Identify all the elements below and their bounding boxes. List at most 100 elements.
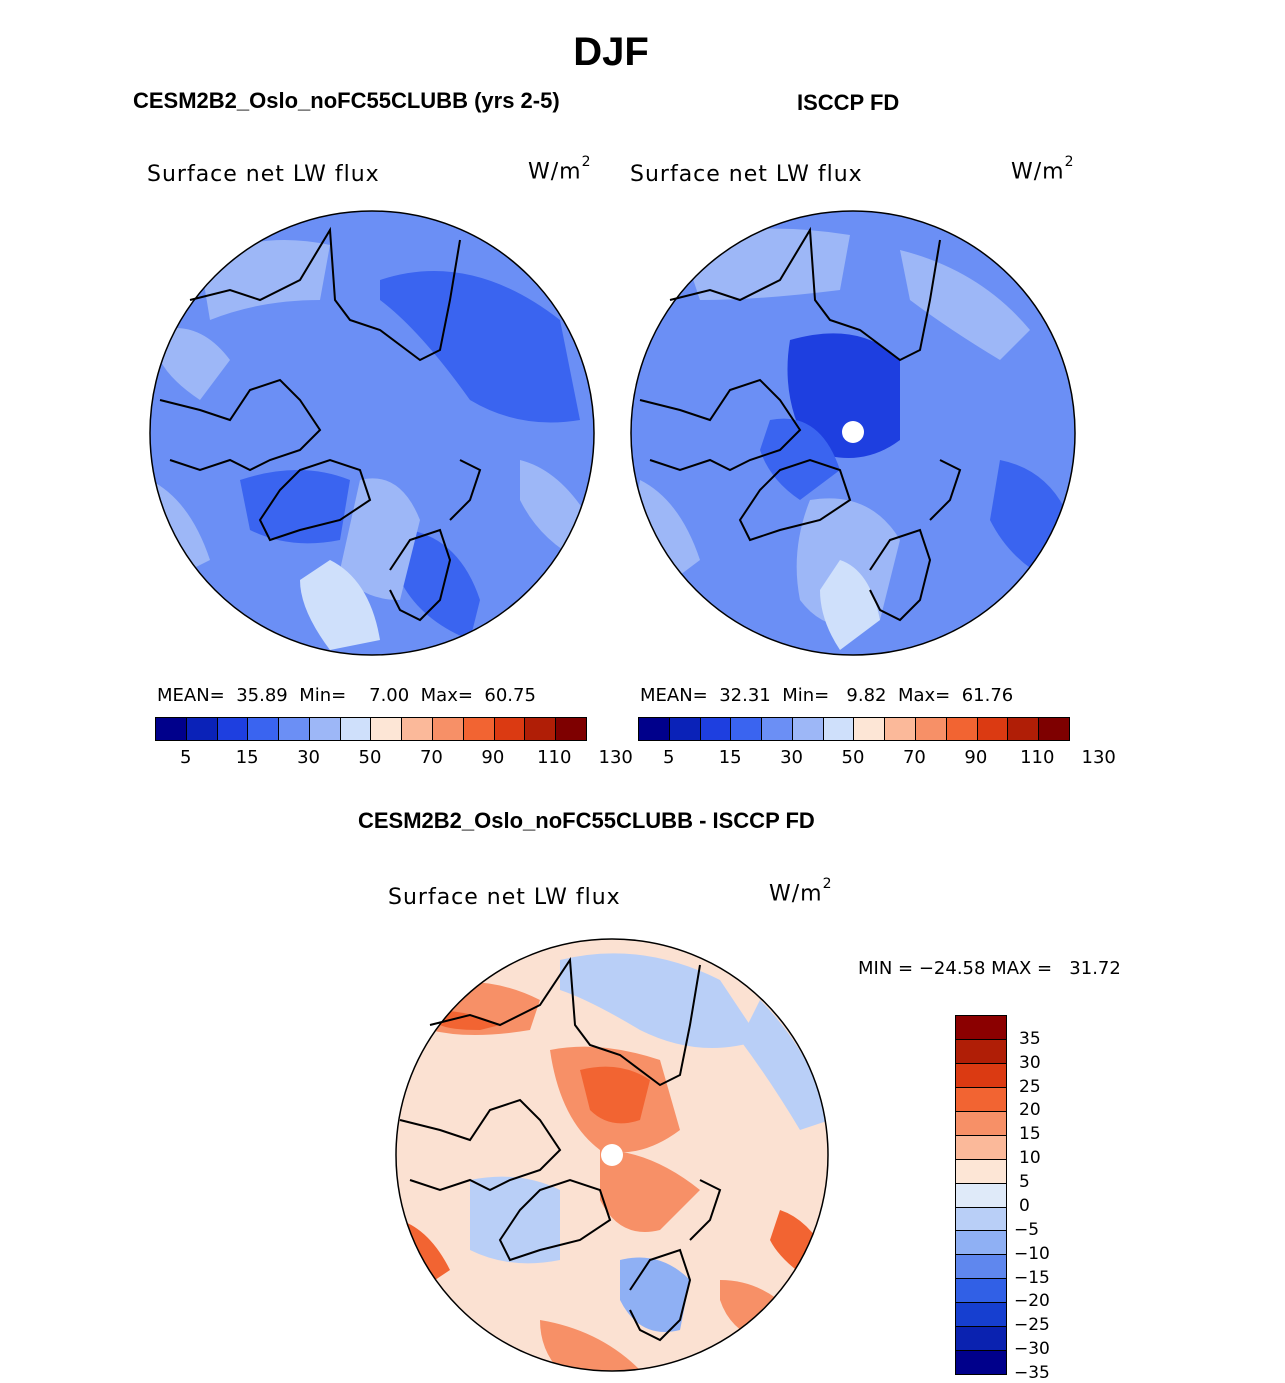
colorbar-swatch xyxy=(854,718,886,740)
colorbar-swatch xyxy=(1039,718,1069,740)
colorbar-swatch xyxy=(639,718,670,740)
obs-colorbar-ticks: 5 15 30 50 70 90 110 130 xyxy=(638,747,1116,771)
diff-map xyxy=(396,939,828,1371)
colorbar-swatch xyxy=(156,718,187,740)
obs-stats: MEAN= 32.31 Min= 9.82 Max= 61.76 xyxy=(640,685,1014,706)
colorbar-swatch xyxy=(977,718,1009,740)
colorbar-swatch xyxy=(463,718,495,740)
colorbar-tick-label: 30 xyxy=(297,747,321,768)
figure-title: DJF xyxy=(573,30,649,74)
colorbar-swatch xyxy=(186,718,218,740)
colorbar-swatch xyxy=(402,718,434,740)
colorbar-swatch xyxy=(946,718,978,740)
colorbar-swatch xyxy=(279,718,310,740)
obs-panel-heading: ISCCP FD xyxy=(797,90,900,115)
colorbar-tick-label: 35 xyxy=(1019,1028,1041,1049)
colorbar-tick-label: 50 xyxy=(841,747,865,768)
colorbar-swatch xyxy=(916,718,947,740)
colorbar-swatch xyxy=(956,1351,1006,1375)
colorbar-swatch xyxy=(309,718,341,740)
colorbar-swatch xyxy=(371,718,403,740)
colorbar-tick-label: 70 xyxy=(902,747,926,768)
model-panel-label: Surface net LW flux xyxy=(147,162,380,187)
colorbar-tick-label: 5 xyxy=(179,747,192,768)
colorbar-swatch xyxy=(1008,718,1040,740)
model-map xyxy=(150,211,594,655)
colorbar-swatch xyxy=(956,1159,1006,1184)
diff-colorbar-ticks: 35 30 25 20 15 10 5 0 −5 −10 −15 −20 −25 −30 −35 xyxy=(1014,1015,1076,1383)
colorbar-tick-label: 5 xyxy=(1019,1172,1030,1193)
obs-coastlines xyxy=(639,226,962,622)
colorbar-swatch xyxy=(956,1111,1006,1136)
obs-pole-hole xyxy=(842,421,864,443)
model-coastlines xyxy=(159,226,482,622)
colorbar-tick-label: 30 xyxy=(1019,1052,1041,1073)
colorbar-swatch xyxy=(700,718,732,740)
obs-colorbar xyxy=(638,717,1070,741)
diff-panel-units: W/m2 xyxy=(769,876,833,907)
model-panel-units: W/m2 xyxy=(528,154,592,185)
colorbar-swatch xyxy=(792,718,824,740)
colorbar-swatch xyxy=(956,1279,1006,1304)
colorbar-swatch xyxy=(956,1135,1006,1160)
obs-panel-label: Surface net LW flux xyxy=(630,162,863,187)
colorbar-swatch xyxy=(731,718,763,740)
colorbar-tick-label: 90 xyxy=(481,747,505,768)
colorbar-swatch xyxy=(956,1039,1006,1064)
colorbar-tick-label: −15 xyxy=(1014,1267,1050,1288)
obs-panel-units: W/m2 xyxy=(1011,154,1075,185)
colorbar-swatch xyxy=(669,718,701,740)
diff-coastlines xyxy=(399,957,722,1342)
colorbar-swatch xyxy=(956,1207,1006,1232)
colorbar-swatch xyxy=(956,1016,1006,1040)
colorbar-tick-label: 130 xyxy=(598,747,633,768)
model-colorbar xyxy=(155,717,587,741)
colorbar-tick-label: 50 xyxy=(358,747,382,768)
colorbar-tick-label: 20 xyxy=(1019,1100,1041,1121)
diff-panel-label: Surface net LW flux xyxy=(388,885,621,910)
colorbar-swatch xyxy=(956,1327,1006,1352)
colorbar-swatch xyxy=(956,1063,1006,1088)
colorbar-swatch xyxy=(885,718,917,740)
diff-colorbar xyxy=(955,1015,1007,1375)
colorbar-swatch xyxy=(956,1183,1006,1208)
colorbar-swatch xyxy=(762,718,793,740)
colorbar-tick-label: 110 xyxy=(537,747,572,768)
colorbar-tick-label: 30 xyxy=(780,747,804,768)
colorbar-tick-label: −30 xyxy=(1014,1339,1050,1360)
colorbar-tick-label: −20 xyxy=(1014,1291,1050,1312)
diff-minmax: MIN = −24.58 MAX = 31.72 xyxy=(858,958,1121,979)
colorbar-swatch xyxy=(956,1087,1006,1112)
model-panel-heading: CESM2B2_Oslo_noFC55CLUBB (yrs 2-5) xyxy=(133,88,560,113)
colorbar-tick-label: 15 xyxy=(235,747,259,768)
colorbar-tick-label: −5 xyxy=(1014,1219,1040,1240)
colorbar-tick-label: 70 xyxy=(419,747,443,768)
colorbar-tick-label: −10 xyxy=(1014,1243,1050,1264)
colorbar-swatch xyxy=(956,1231,1006,1256)
colorbar-swatch xyxy=(340,718,372,740)
colorbar-swatch xyxy=(556,718,586,740)
colorbar-swatch xyxy=(956,1255,1006,1280)
colorbar-tick-label: 15 xyxy=(718,747,742,768)
colorbar-tick-label: −35 xyxy=(1014,1363,1050,1383)
colorbar-swatch xyxy=(494,718,526,740)
colorbar-swatch xyxy=(433,718,464,740)
colorbar-swatch xyxy=(248,718,280,740)
colorbar-tick-label: −25 xyxy=(1014,1315,1050,1336)
diff-pole-hole xyxy=(601,1144,623,1166)
colorbar-tick-label: 15 xyxy=(1019,1124,1041,1145)
colorbar-tick-label: 0 xyxy=(1019,1195,1030,1216)
colorbar-tick-label: 130 xyxy=(1081,747,1116,768)
colorbar-tick-label: 110 xyxy=(1020,747,1055,768)
colorbar-tick-label: 5 xyxy=(662,747,675,768)
colorbar-swatch xyxy=(217,718,249,740)
colorbar-swatch xyxy=(525,718,557,740)
colorbar-swatch xyxy=(956,1303,1006,1328)
colorbar-tick-label: 90 xyxy=(964,747,988,768)
diff-panel-heading: CESM2B2_Oslo_noFC55CLUBB - ISCCP FD xyxy=(358,808,815,833)
colorbar-tick-label: 25 xyxy=(1019,1076,1041,1097)
model-stats: MEAN= 35.89 Min= 7.00 Max= 60.75 xyxy=(157,685,536,706)
colorbar-swatch xyxy=(823,718,855,740)
model-colorbar-ticks: 5 15 30 50 70 90 110 130 xyxy=(155,747,633,771)
